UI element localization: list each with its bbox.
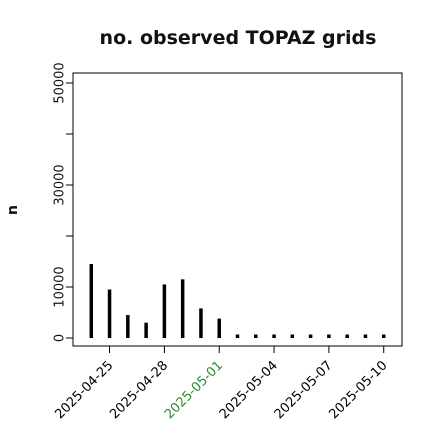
bar <box>272 334 276 338</box>
y-axis-ticks: 0 10000 30000 50000 <box>53 62 73 342</box>
x-tick-label: 2025-04-25 <box>52 358 116 422</box>
bar <box>235 334 240 338</box>
bars <box>89 264 386 338</box>
bar <box>199 308 203 338</box>
y-tick-label: 0 <box>53 334 68 342</box>
bar <box>290 334 295 338</box>
bar <box>345 334 349 338</box>
bar <box>217 318 221 338</box>
bar <box>144 322 148 338</box>
bar <box>162 284 167 338</box>
x-tick-label: 2025-05-04 <box>217 358 281 422</box>
bar <box>107 289 112 338</box>
chart-title: no. observed TOPAZ grids <box>100 27 377 49</box>
y-tick-label: 30000 <box>53 164 68 205</box>
bar <box>89 264 94 338</box>
bar <box>126 315 130 338</box>
x-tick-label: 2025-05-01 <box>162 358 226 422</box>
bar <box>381 334 386 338</box>
x-tick-label: 2025-05-07 <box>272 358 336 422</box>
y-axis-label: n <box>5 205 21 215</box>
y-tick-label: 10000 <box>53 266 68 307</box>
x-axis-ticks: 2025-04-252025-04-282025-05-012025-05-04… <box>52 346 391 422</box>
x-tick-label: 2025-04-28 <box>107 358 171 422</box>
bar <box>363 334 368 338</box>
bar <box>327 334 331 338</box>
bar <box>180 279 185 338</box>
x-tick-label: 2025-05-10 <box>327 358 391 422</box>
bar <box>254 334 258 338</box>
plot-frame <box>72 72 403 347</box>
bar <box>308 334 313 338</box>
y-tick-label: 50000 <box>53 62 68 103</box>
